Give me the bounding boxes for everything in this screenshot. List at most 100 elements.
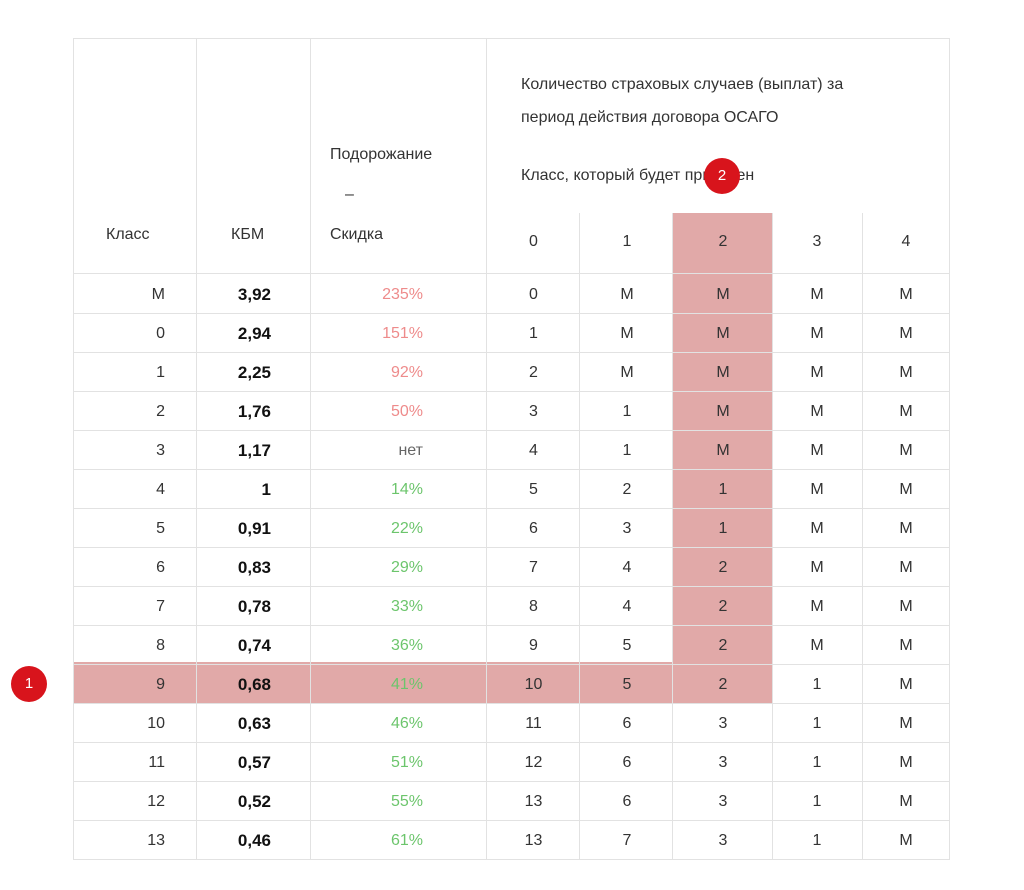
cell-next-class-3: M xyxy=(810,325,824,342)
grid-vline xyxy=(196,38,197,860)
cell-next-class-1: 7 xyxy=(622,832,632,849)
cell-next-class-3: 1 xyxy=(812,715,822,732)
cell-next-class-2: 2 xyxy=(718,676,728,693)
cell-next-class-3: 1 xyxy=(812,754,822,771)
cell-class: 10 xyxy=(147,715,165,732)
cell-class: 5 xyxy=(156,520,165,537)
cell-next-class-4: M xyxy=(899,520,913,537)
cell-next-class-2: M xyxy=(716,442,730,459)
cell-next-class-1: 1 xyxy=(622,442,632,459)
cell-next-class-0: 3 xyxy=(529,403,538,420)
header-change-line2: Скидка xyxy=(330,226,384,243)
claims-count-4: 4 xyxy=(901,233,911,250)
cell-next-class-2: 2 xyxy=(718,637,728,654)
cell-next-class-3: 1 xyxy=(812,832,822,849)
cell-change: 51% xyxy=(390,754,423,771)
cell-next-class-4: M xyxy=(899,637,913,654)
cell-kbm: 0,78 xyxy=(237,597,271,616)
cell-class: 2 xyxy=(156,403,165,420)
cell-change: 33% xyxy=(390,598,423,615)
cell-next-class-1: 6 xyxy=(622,754,632,771)
cell-next-class-2: 3 xyxy=(718,793,728,810)
grid-hline xyxy=(73,781,950,782)
cell-next-class-2: 1 xyxy=(718,481,728,498)
grid-vline xyxy=(862,213,863,860)
cell-change: 61% xyxy=(390,832,423,849)
cell-next-class-0: 11 xyxy=(525,715,542,732)
cell-next-class-1: 3 xyxy=(622,520,632,537)
grid-hline xyxy=(73,859,950,860)
cell-next-class-4: M xyxy=(899,364,913,381)
grid-vline xyxy=(949,38,950,860)
claims-count-3: 3 xyxy=(812,233,822,250)
cell-next-class-3: 1 xyxy=(812,793,822,810)
cell-kbm: 0,46 xyxy=(237,831,271,850)
cell-next-class-3: M xyxy=(810,637,824,654)
header-assigned-class: Класс, который будет присвоен xyxy=(521,167,755,184)
cell-next-class-2: M xyxy=(716,325,730,342)
grid-hline xyxy=(73,547,950,548)
grid-hline xyxy=(73,625,950,626)
cell-kbm: 1 xyxy=(261,480,271,499)
cell-next-class-3: M xyxy=(810,286,824,303)
cell-next-class-0: 5 xyxy=(529,481,538,498)
cell-class: 8 xyxy=(156,637,165,654)
cell-next-class-0: 2 xyxy=(529,364,538,381)
highlight-column-2-claims xyxy=(672,213,772,703)
column-marker-badge: 2 xyxy=(704,158,740,194)
cell-class: M xyxy=(151,286,165,303)
grid-vline xyxy=(672,213,673,860)
cell-class: 4 xyxy=(156,481,165,498)
claims-count-0: 0 xyxy=(529,233,538,250)
cell-next-class-1: 6 xyxy=(622,715,632,732)
cell-change: 36% xyxy=(390,637,423,654)
cell-class: 7 xyxy=(156,598,165,615)
cell-kbm: 0,83 xyxy=(237,558,271,577)
cell-next-class-3: M xyxy=(810,520,824,537)
cell-next-class-4: M xyxy=(899,442,913,459)
cell-kbm: 0,68 xyxy=(237,675,271,694)
cell-next-class-0: 13 xyxy=(524,832,543,849)
grid-vline xyxy=(579,213,580,860)
cell-next-class-4: M xyxy=(899,286,913,303)
grid-hline xyxy=(73,703,950,704)
header-claims-title-line2: период действия договора ОСАГО xyxy=(521,109,779,126)
cell-next-class-3: M xyxy=(810,598,824,615)
cell-next-class-1: M xyxy=(620,286,634,303)
grid-vline xyxy=(486,38,487,860)
cell-next-class-0: 4 xyxy=(529,442,538,459)
highlight-row-9 xyxy=(73,662,772,703)
cell-kbm: 1,76 xyxy=(237,402,271,421)
header-class: Класс xyxy=(106,226,150,243)
cell-kbm: 0,63 xyxy=(237,714,271,733)
cell-change: 50% xyxy=(390,403,423,420)
cell-next-class-2: M xyxy=(716,286,730,303)
grid-hline xyxy=(73,469,950,470)
cell-class: 3 xyxy=(156,442,165,459)
cell-next-class-0: 10 xyxy=(524,676,543,693)
grid-hline xyxy=(73,508,950,509)
grid-hline xyxy=(73,313,950,314)
cell-next-class-2: 2 xyxy=(718,598,728,615)
cell-next-class-0: 6 xyxy=(529,520,538,537)
cell-kbm: 0,52 xyxy=(237,792,271,811)
cell-next-class-2: 1 xyxy=(718,520,728,537)
kbm-table: Класс КБМ Подорожание – Скидка Количеств… xyxy=(73,38,950,860)
cell-next-class-4: M xyxy=(899,676,913,693)
grid-hline xyxy=(73,586,950,587)
cell-next-class-4: M xyxy=(899,559,913,576)
cell-next-class-3: M xyxy=(810,364,824,381)
cell-next-class-2: 3 xyxy=(718,754,728,771)
cell-change: нет xyxy=(398,442,423,459)
cell-change: 22% xyxy=(390,520,423,537)
cell-next-class-2: 3 xyxy=(718,715,728,732)
cell-next-class-2: 3 xyxy=(718,832,728,849)
grid-hline xyxy=(73,430,950,431)
grid-hline xyxy=(73,664,950,665)
cell-kbm: 0,57 xyxy=(237,753,271,772)
grid-vline xyxy=(310,38,311,860)
cell-next-class-4: M xyxy=(899,793,913,810)
cell-next-class-3: M xyxy=(810,442,824,459)
header-claims-title-line1: Количество страховых случаев (выплат) за xyxy=(521,76,844,93)
cell-kbm: 2,25 xyxy=(237,363,271,382)
